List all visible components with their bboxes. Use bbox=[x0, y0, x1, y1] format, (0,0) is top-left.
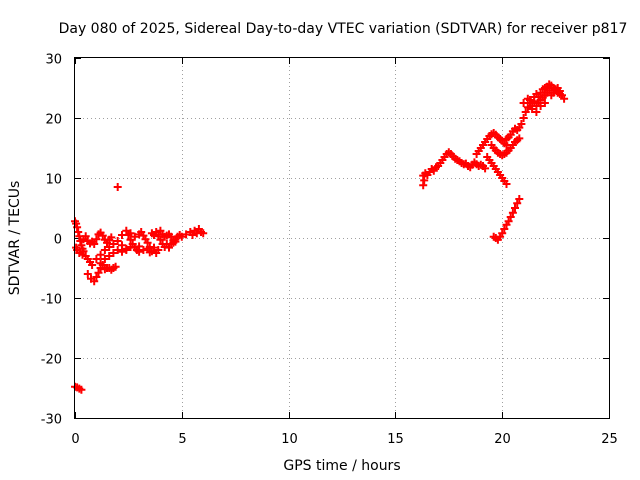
data-point bbox=[77, 385, 86, 394]
data-point bbox=[517, 120, 526, 128]
data-point bbox=[92, 255, 101, 263]
data-point bbox=[90, 277, 99, 286]
x-tick-label: 25 bbox=[601, 432, 618, 447]
data-point bbox=[188, 231, 197, 239]
data-point bbox=[150, 243, 158, 252]
y-axis-label: SDTVAR / TECUs bbox=[7, 181, 23, 296]
data-point bbox=[109, 240, 118, 248]
data-point bbox=[92, 235, 101, 244]
data-point bbox=[523, 94, 532, 103]
x-tick-label: 0 bbox=[71, 432, 79, 447]
data-point bbox=[100, 246, 109, 254]
data-point bbox=[113, 246, 122, 254]
data-points bbox=[71, 80, 569, 394]
data-point bbox=[88, 261, 97, 269]
x-tick-label: 20 bbox=[494, 432, 511, 447]
data-point bbox=[92, 273, 101, 281]
y-tick-label: -20 bbox=[41, 353, 62, 368]
data-point bbox=[532, 108, 541, 116]
data-point bbox=[122, 246, 131, 254]
x-tick-label: 5 bbox=[178, 432, 186, 447]
y-tick-label: 0 bbox=[54, 233, 62, 248]
x-tick-label: 15 bbox=[387, 432, 404, 447]
data-point bbox=[555, 87, 564, 95]
data-point bbox=[111, 262, 120, 271]
data-point bbox=[515, 134, 524, 143]
data-point bbox=[139, 246, 148, 254]
data-point bbox=[511, 204, 519, 212]
y-tick-label: -10 bbox=[41, 293, 62, 308]
data-point bbox=[500, 225, 509, 233]
data-point bbox=[135, 247, 144, 256]
data-point bbox=[199, 229, 208, 238]
data-point bbox=[523, 103, 532, 112]
data-point bbox=[96, 259, 105, 268]
y-tick-label: 30 bbox=[45, 53, 62, 68]
data-point bbox=[152, 228, 161, 236]
data-point bbox=[98, 231, 107, 240]
plot-frame bbox=[74, 57, 610, 419]
data-point bbox=[521, 108, 530, 116]
data-point bbox=[122, 226, 131, 235]
data-point bbox=[560, 94, 569, 103]
data-point bbox=[130, 232, 139, 241]
data-point bbox=[96, 250, 105, 259]
data-point bbox=[519, 99, 528, 107]
data-point bbox=[94, 268, 103, 277]
data-point bbox=[536, 102, 545, 110]
data-point bbox=[156, 235, 165, 244]
data-point bbox=[105, 243, 114, 251]
data-point bbox=[107, 233, 116, 242]
data-point bbox=[513, 199, 522, 208]
data-point bbox=[109, 249, 118, 257]
data-point bbox=[113, 237, 122, 245]
data-point bbox=[113, 183, 122, 191]
data-point bbox=[83, 270, 92, 278]
data-point bbox=[515, 195, 524, 203]
y-tick-labels: -30 -20 -10 0 10 20 30 bbox=[41, 53, 62, 428]
data-point bbox=[481, 164, 490, 173]
y-tick-label: -30 bbox=[41, 413, 62, 428]
x-tick-labels: 0 5 10 15 20 25 bbox=[71, 432, 617, 447]
y-tick-label: 20 bbox=[45, 113, 62, 128]
data-point bbox=[81, 232, 90, 241]
data-point bbox=[508, 208, 517, 217]
data-point bbox=[177, 232, 186, 241]
data-point bbox=[118, 247, 126, 256]
data-point bbox=[126, 229, 135, 238]
data-point bbox=[540, 99, 549, 107]
data-point bbox=[502, 180, 511, 188]
x-axis-label: GPS time / hours bbox=[283, 458, 400, 474]
data-point bbox=[74, 228, 83, 236]
y-tick-label: 10 bbox=[45, 173, 62, 188]
data-point bbox=[154, 246, 163, 254]
data-point bbox=[528, 105, 537, 113]
data-point bbox=[100, 255, 109, 263]
data-point bbox=[519, 114, 528, 122]
data-point bbox=[506, 213, 515, 221]
chart-title: Day 080 of 2025, Sidereal Day-to-day VTE… bbox=[59, 21, 628, 37]
data-point bbox=[504, 217, 513, 226]
data-point bbox=[498, 229, 507, 238]
data-point bbox=[105, 252, 114, 260]
data-point bbox=[90, 240, 99, 248]
x-tick-label: 10 bbox=[281, 432, 298, 447]
